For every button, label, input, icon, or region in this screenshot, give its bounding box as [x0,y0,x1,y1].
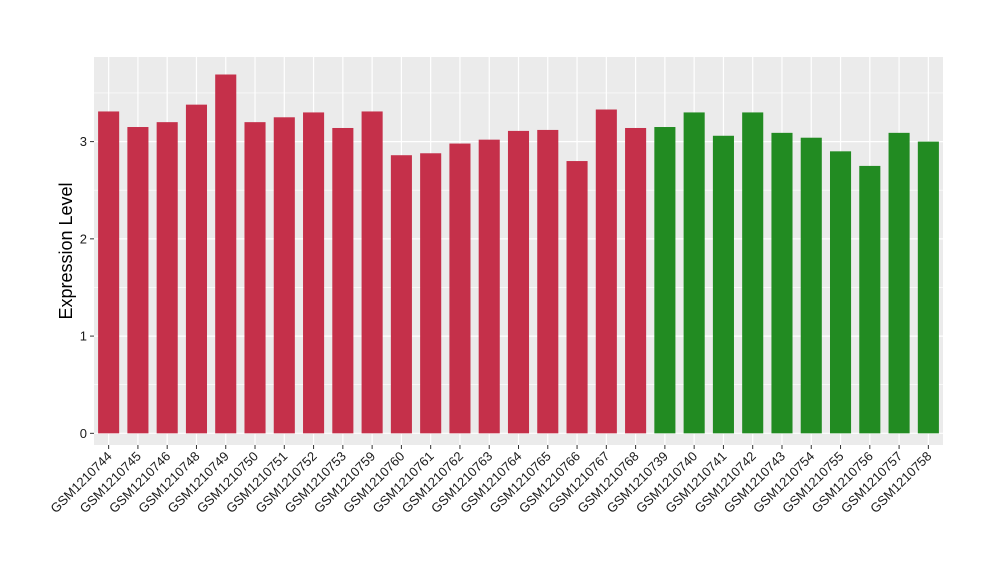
x-axis: GSM1210744GSM1210745GSM1210746GSM1210748… [47,445,934,516]
bar-gsm1210749 [215,74,237,434]
bar-gsm1210752 [303,112,325,434]
bar-gsm1210764 [507,130,530,434]
y-axis: 0 1 2 3 [80,134,94,441]
y-tick-label: 0 [80,426,87,441]
bar-gsm1210768 [625,127,647,434]
bar-gsm1210744 [98,111,120,434]
bar-gsm1210751 [273,117,295,434]
y-tick-label: 3 [80,134,87,149]
bar-gsm1210761 [420,153,442,434]
bar-gsm1210740 [683,112,705,434]
bar-gsm1210762 [449,143,471,434]
bar-gsm1210767 [595,109,617,434]
y-tick-label: 2 [80,231,87,246]
bar-gsm1210746 [156,122,178,434]
bar-gsm1210755 [829,151,852,434]
bar-gsm1210766 [566,161,588,434]
bar-gsm1210759 [361,111,383,434]
y-axis-title: Expression Level [56,182,76,319]
bar-gsm1210760 [390,155,412,434]
y-tick-label: 1 [80,329,87,344]
bar-gsm1210756 [859,165,881,434]
bar-gsm1210743 [771,132,793,434]
bars [98,74,939,434]
bar-gsm1210763 [478,139,500,434]
bar-gsm1210741 [712,135,734,434]
bar-gsm1210765 [537,129,559,434]
bar-gsm1210745 [127,127,149,434]
bar-gsm1210750 [244,122,266,434]
bar-gsm1210748 [185,104,208,434]
bar-gsm1210754 [800,137,822,434]
bar-gsm1210753 [332,127,354,434]
bar-gsm1210739 [654,127,676,434]
bar-gsm1210742 [742,112,764,434]
bar-gsm1210758 [917,141,939,434]
bar-gsm1210757 [888,132,910,434]
